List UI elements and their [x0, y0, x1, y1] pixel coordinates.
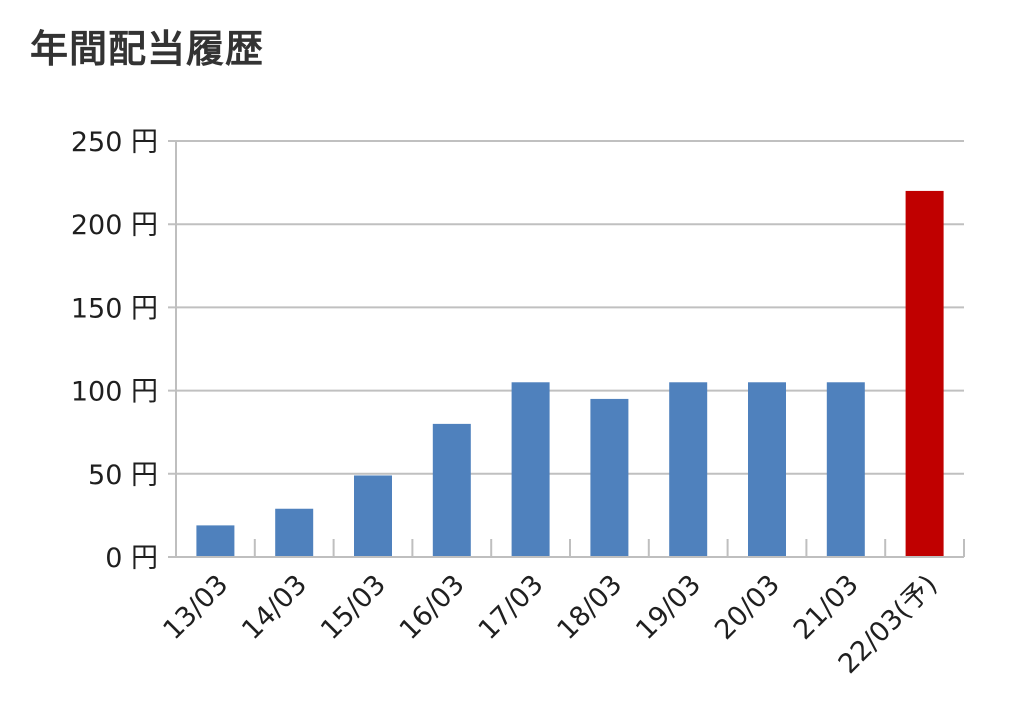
- axes: [168, 141, 965, 558]
- x-tick-label: 14/03: [236, 569, 313, 646]
- bar: [354, 475, 392, 557]
- bar: [748, 382, 786, 557]
- y-tick-label: 200 円: [71, 210, 158, 241]
- bar: [669, 382, 708, 557]
- y-tick-label: 100 円: [71, 377, 158, 408]
- x-tick-label: 19/03: [630, 569, 707, 646]
- y-tick-label: 0 円: [105, 543, 158, 574]
- x-tick-labels: 13/03 14/03 15/03 16/03 17/03 18/03 19/03 20/03…: [157, 569, 943, 680]
- y-tick-labels: 0 円 50 円 100 円 150 円 200 円 250 円: [71, 127, 158, 574]
- y-tick-label: 150 円: [71, 293, 158, 324]
- x-tick-label: 17/03: [473, 569, 550, 646]
- x-tick-label: 13/03: [157, 569, 234, 646]
- bar: [275, 508, 314, 557]
- bar: [590, 398, 629, 557]
- bar: [196, 525, 235, 557]
- bar-forecast: [905, 190, 944, 558]
- x-tick-label: 15/03: [315, 569, 392, 646]
- x-tick-label: 21/03: [788, 569, 865, 646]
- bar: [432, 423, 471, 557]
- bar: [826, 382, 865, 557]
- y-tick-label: 50 円: [88, 460, 158, 491]
- bar: [511, 382, 550, 557]
- x-tick-label: 20/03: [709, 569, 786, 646]
- bars: [196, 190, 944, 558]
- chart-title: 年間配当履歴: [30, 27, 265, 71]
- x-tick-label: 18/03: [551, 569, 628, 646]
- y-tick-label: 250 円: [71, 127, 158, 158]
- x-tick-label: 16/03: [394, 569, 471, 646]
